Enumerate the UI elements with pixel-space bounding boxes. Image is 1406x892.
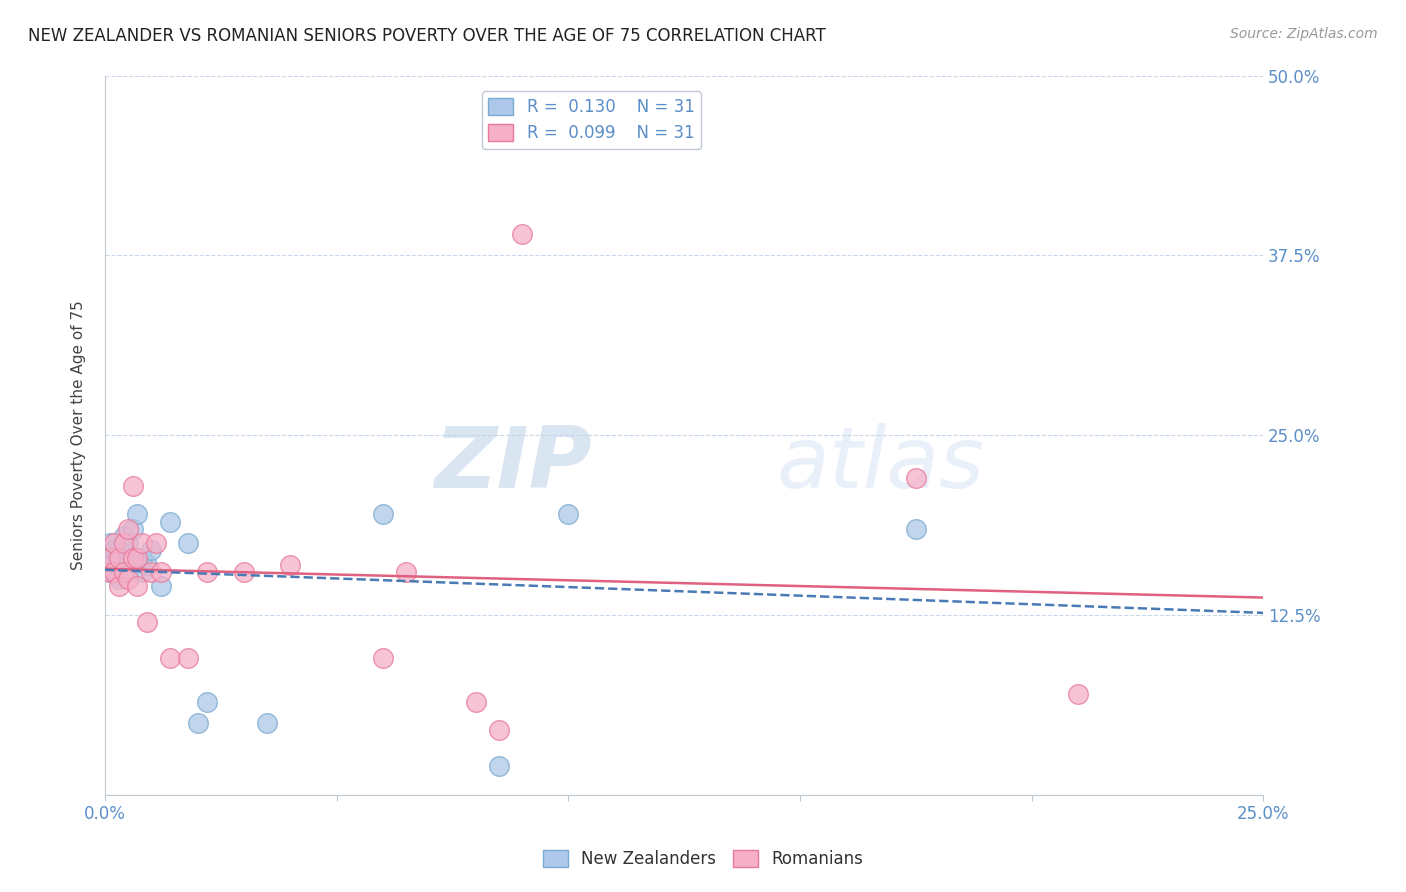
Point xyxy=(108,558,131,572)
Text: NEW ZEALANDER VS ROMANIAN SENIORS POVERTY OVER THE AGE OF 75 CORRELATION CHART: NEW ZEALANDER VS ROMANIAN SENIORS POVERT… xyxy=(28,27,825,45)
Point xyxy=(127,550,149,565)
Point xyxy=(112,536,135,550)
Point xyxy=(108,579,131,593)
Point xyxy=(177,651,200,665)
Point xyxy=(135,558,157,572)
Point xyxy=(103,550,125,565)
Point xyxy=(557,508,579,522)
Text: Source: ZipAtlas.com: Source: ZipAtlas.com xyxy=(1230,27,1378,41)
Point xyxy=(127,579,149,593)
Legend: R =  0.130    N = 31, R =  0.099    N = 31: R = 0.130 N = 31, R = 0.099 N = 31 xyxy=(482,91,702,149)
Point xyxy=(371,651,394,665)
Point xyxy=(141,565,163,579)
Point xyxy=(121,478,143,492)
Point xyxy=(135,615,157,630)
Point xyxy=(395,565,418,579)
Point xyxy=(103,536,125,550)
Point xyxy=(98,550,121,565)
Point xyxy=(233,565,256,579)
Point xyxy=(145,536,167,550)
Point xyxy=(510,227,533,241)
Point xyxy=(464,694,486,708)
Point xyxy=(904,522,927,536)
Point xyxy=(121,522,143,536)
Point xyxy=(278,558,301,572)
Point xyxy=(117,522,139,536)
Legend: New Zealanders, Romanians: New Zealanders, Romanians xyxy=(536,843,870,875)
Point xyxy=(117,550,139,565)
Point xyxy=(103,543,125,558)
Point xyxy=(108,572,131,586)
Point xyxy=(256,716,278,731)
Point xyxy=(98,558,121,572)
Point xyxy=(177,536,200,550)
Point xyxy=(159,651,181,665)
Point xyxy=(149,579,172,593)
Point xyxy=(117,536,139,550)
Point xyxy=(371,508,394,522)
Y-axis label: Seniors Poverty Over the Age of 75: Seniors Poverty Over the Age of 75 xyxy=(72,301,86,570)
Point xyxy=(98,565,121,579)
Point xyxy=(141,543,163,558)
Point xyxy=(112,565,135,579)
Point xyxy=(112,529,135,543)
Point xyxy=(195,565,218,579)
Point xyxy=(187,716,209,731)
Point xyxy=(159,515,181,529)
Point xyxy=(127,508,149,522)
Point xyxy=(98,536,121,550)
Point xyxy=(103,565,125,579)
Point xyxy=(98,565,121,579)
Point xyxy=(149,565,172,579)
Point xyxy=(121,550,143,565)
Point xyxy=(195,694,218,708)
Point xyxy=(103,565,125,579)
Text: atlas: atlas xyxy=(776,423,984,506)
Point xyxy=(904,471,927,485)
Point xyxy=(108,550,131,565)
Point xyxy=(488,759,510,773)
Point xyxy=(117,572,139,586)
Point xyxy=(112,536,135,550)
Point xyxy=(117,565,139,579)
Text: ZIP: ZIP xyxy=(434,423,592,506)
Point xyxy=(488,723,510,738)
Point xyxy=(131,565,153,579)
Point xyxy=(131,550,153,565)
Point xyxy=(121,550,143,565)
Point xyxy=(131,536,153,550)
Point xyxy=(1067,687,1090,701)
Point xyxy=(108,543,131,558)
